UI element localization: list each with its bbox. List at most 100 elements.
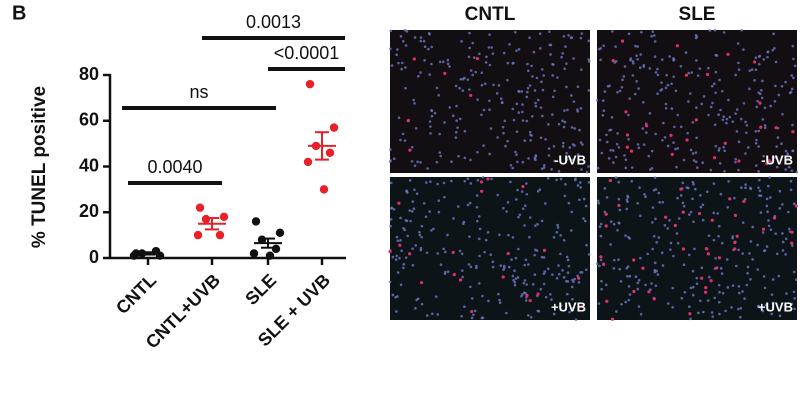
nucleus xyxy=(587,58,590,61)
nucleus xyxy=(543,270,547,273)
nucleus xyxy=(694,160,698,164)
nucleus xyxy=(653,270,657,274)
nucleus xyxy=(735,130,739,133)
nucleus xyxy=(657,191,661,195)
nucleus xyxy=(677,217,681,220)
tunel-cell xyxy=(742,199,746,203)
nucleus xyxy=(691,180,695,184)
data-point xyxy=(271,244,281,254)
nucleus xyxy=(624,166,628,170)
tunel-cell xyxy=(712,156,717,160)
nucleus xyxy=(701,161,704,164)
image-row-label: -UVB xyxy=(554,152,586,167)
nucleus xyxy=(626,265,630,268)
x-tick-label: SLE xyxy=(241,270,280,309)
nucleus xyxy=(684,51,688,54)
nucleus xyxy=(468,31,471,35)
nucleus xyxy=(538,188,542,191)
nucleus xyxy=(638,66,642,70)
nucleus xyxy=(499,264,503,267)
nucleus xyxy=(693,247,696,251)
nucleus xyxy=(694,36,698,40)
nucleus xyxy=(754,141,758,145)
nucleus xyxy=(712,182,716,185)
nucleus xyxy=(765,204,769,208)
tunel-cell xyxy=(479,180,484,184)
nucleus xyxy=(617,146,621,149)
nucleus xyxy=(461,275,464,279)
nucleus xyxy=(609,243,612,246)
nucleus xyxy=(399,239,402,242)
nucleus xyxy=(502,131,505,135)
nucleus xyxy=(428,210,431,213)
nucleus xyxy=(792,76,795,80)
nucleus xyxy=(516,160,519,164)
nucleus xyxy=(562,276,566,279)
data-point xyxy=(193,230,203,240)
nucleus xyxy=(488,108,491,112)
nucleus xyxy=(430,229,433,232)
tunel-cell xyxy=(774,126,778,130)
nucleus xyxy=(762,275,766,278)
nucleus xyxy=(756,243,759,247)
y-tick-label: 20 xyxy=(79,201,99,221)
nucleus xyxy=(567,201,571,205)
nucleus xyxy=(426,167,429,170)
nucleus xyxy=(784,237,788,241)
nucleus xyxy=(657,236,661,239)
nucleus xyxy=(691,152,695,155)
nucleus xyxy=(532,50,536,54)
nucleus xyxy=(418,233,422,237)
nucleus xyxy=(743,297,746,300)
nucleus xyxy=(555,276,559,280)
nucleus xyxy=(612,266,616,270)
tunel-cell xyxy=(458,278,463,282)
nucleus xyxy=(428,120,432,123)
nucleus xyxy=(455,104,458,108)
nucleus xyxy=(699,194,702,197)
nucleus xyxy=(712,211,716,215)
nucleus xyxy=(637,146,641,150)
nucleus xyxy=(435,160,439,164)
nucleus xyxy=(615,142,619,146)
nucleus xyxy=(691,197,694,201)
nucleus xyxy=(475,219,479,223)
nucleus xyxy=(702,95,706,98)
nucleus xyxy=(651,221,654,224)
nucleus xyxy=(466,203,470,207)
nucleus xyxy=(718,147,721,150)
nucleus xyxy=(726,286,730,289)
nucleus xyxy=(556,223,559,227)
nucleus xyxy=(413,102,416,105)
nucleus xyxy=(549,43,553,47)
nucleus xyxy=(773,99,777,103)
nucleus xyxy=(579,181,582,184)
nucleus xyxy=(539,106,543,109)
nucleus xyxy=(408,179,412,182)
nucleus xyxy=(529,133,532,137)
nucleus xyxy=(735,264,738,268)
nucleus xyxy=(523,224,526,227)
nucleus xyxy=(540,167,544,171)
data-point xyxy=(319,185,329,194)
nucleus xyxy=(526,69,530,73)
nucleus xyxy=(617,221,621,225)
nucleus xyxy=(619,279,623,283)
nucleus xyxy=(399,35,403,38)
nucleus xyxy=(446,62,450,66)
nucleus xyxy=(692,159,696,162)
nucleus xyxy=(626,274,629,278)
nucleus xyxy=(557,264,560,267)
nucleus xyxy=(769,196,772,199)
micrograph xyxy=(597,177,797,320)
nucleus xyxy=(727,98,730,102)
nucleus xyxy=(741,252,744,255)
nucleus xyxy=(526,62,529,66)
nucleus xyxy=(478,254,481,258)
nucleus xyxy=(601,113,605,117)
tunel-cell xyxy=(645,124,649,128)
nucleus xyxy=(450,160,453,163)
nucleus xyxy=(394,258,398,261)
nucleus xyxy=(425,314,429,317)
nucleus xyxy=(776,136,780,139)
